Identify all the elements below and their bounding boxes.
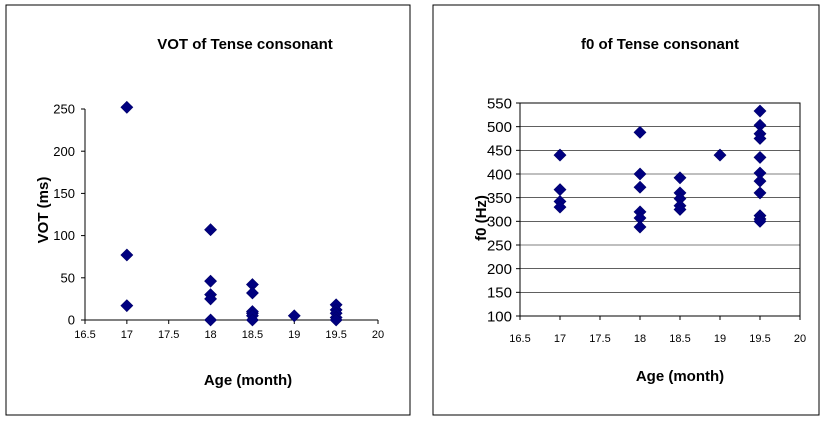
y-tick-label: 100 [53, 228, 75, 243]
chart-frame [5, 4, 411, 416]
y-tick-label: 200 [487, 261, 512, 278]
x-tick-label: 19.5 [749, 333, 770, 345]
y-axis-title: VOT (ms) [35, 177, 52, 244]
data-point [753, 132, 767, 145]
plot-area: 100 150 200 250 300 350 400 450 500 550 16.5 17 17.5… [487, 95, 806, 345]
y-tick-label: 50 [61, 270, 75, 285]
y-axis-label: VOT (ms) [35, 177, 52, 244]
data-point [120, 248, 134, 262]
data-point [753, 104, 767, 118]
y-tick-label: 250 [53, 102, 75, 117]
y-tick-label: 250 [487, 237, 512, 254]
data-point [120, 299, 134, 313]
data-point [204, 274, 217, 288]
plot-area: 0 50 100 150 200 250 16.5 17 17.5 18 18.5 19 19.5 20 [53, 100, 384, 341]
y-tick-label: 150 [487, 285, 512, 302]
x-tick-label: 18 [204, 329, 216, 341]
x-tick-label: 16.5 [74, 329, 95, 341]
x-tick-label: 20 [372, 329, 384, 341]
x-tick-label: 16.5 [509, 333, 530, 345]
data-point [204, 223, 217, 237]
y-tick-label: 550 [487, 95, 512, 112]
x-tick-label: 20 [794, 333, 806, 345]
data-point [633, 220, 647, 234]
x-tick-label: 18 [634, 333, 646, 345]
x-tick-label: 19 [714, 333, 726, 345]
y-axis-title: f0 (Hz) [473, 195, 490, 241]
y-tick-label: 300 [487, 214, 512, 231]
chart-title: VOT of Tense consonant [157, 36, 333, 53]
data-point [246, 313, 259, 327]
data-point [204, 292, 217, 306]
data-point [633, 180, 647, 194]
chart-title: f0 of Tense consonant [581, 36, 739, 53]
x-tick-label: 17.5 [158, 329, 179, 341]
data-point [120, 100, 134, 114]
data-point [673, 203, 687, 216]
y-axis-label: f0 (Hz) [473, 195, 490, 241]
data-point [633, 167, 647, 181]
x-tick-label: 17 [554, 333, 566, 345]
x-tick-label: 19 [288, 329, 300, 341]
data-point [287, 309, 301, 323]
data-point [713, 148, 727, 162]
data-point [753, 151, 767, 164]
plot-border [519, 102, 801, 317]
y-tick-label: 400 [487, 166, 512, 183]
y-tick-label: 0 [68, 313, 75, 328]
data-point [204, 313, 217, 327]
x-tick-label: 17.5 [589, 333, 610, 345]
data-point [553, 200, 567, 214]
x-tick-label: 18.5 [242, 329, 263, 341]
data-point [553, 148, 567, 162]
x-tick-label: 18.5 [669, 333, 690, 345]
data-point [753, 214, 767, 228]
y-tick-label: 350 [487, 190, 512, 207]
x-tick-label: 19.5 [325, 329, 346, 341]
x-axis-title: Age (month) [204, 372, 292, 389]
x-axis-title: Age (month) [636, 368, 724, 385]
data-point [753, 186, 767, 200]
data-point [633, 125, 647, 139]
y-tick-label: 200 [53, 144, 75, 159]
y-tick-label: 450 [487, 143, 512, 160]
x-tick-label: 17 [121, 329, 133, 341]
data-point [673, 171, 687, 185]
chart-f0: f0 of Tense consonant f0 (Hz) Age (month… [432, 4, 820, 416]
y-tick-label: 100 [487, 308, 512, 325]
chart-frame [432, 4, 820, 416]
y-tick-label: 500 [487, 119, 512, 136]
data-point [329, 313, 343, 327]
chart-vot: VOT of Tense consonant VOT (ms) Age (mon… [5, 4, 411, 416]
data-point [246, 286, 259, 300]
y-tick-label: 150 [53, 186, 75, 201]
